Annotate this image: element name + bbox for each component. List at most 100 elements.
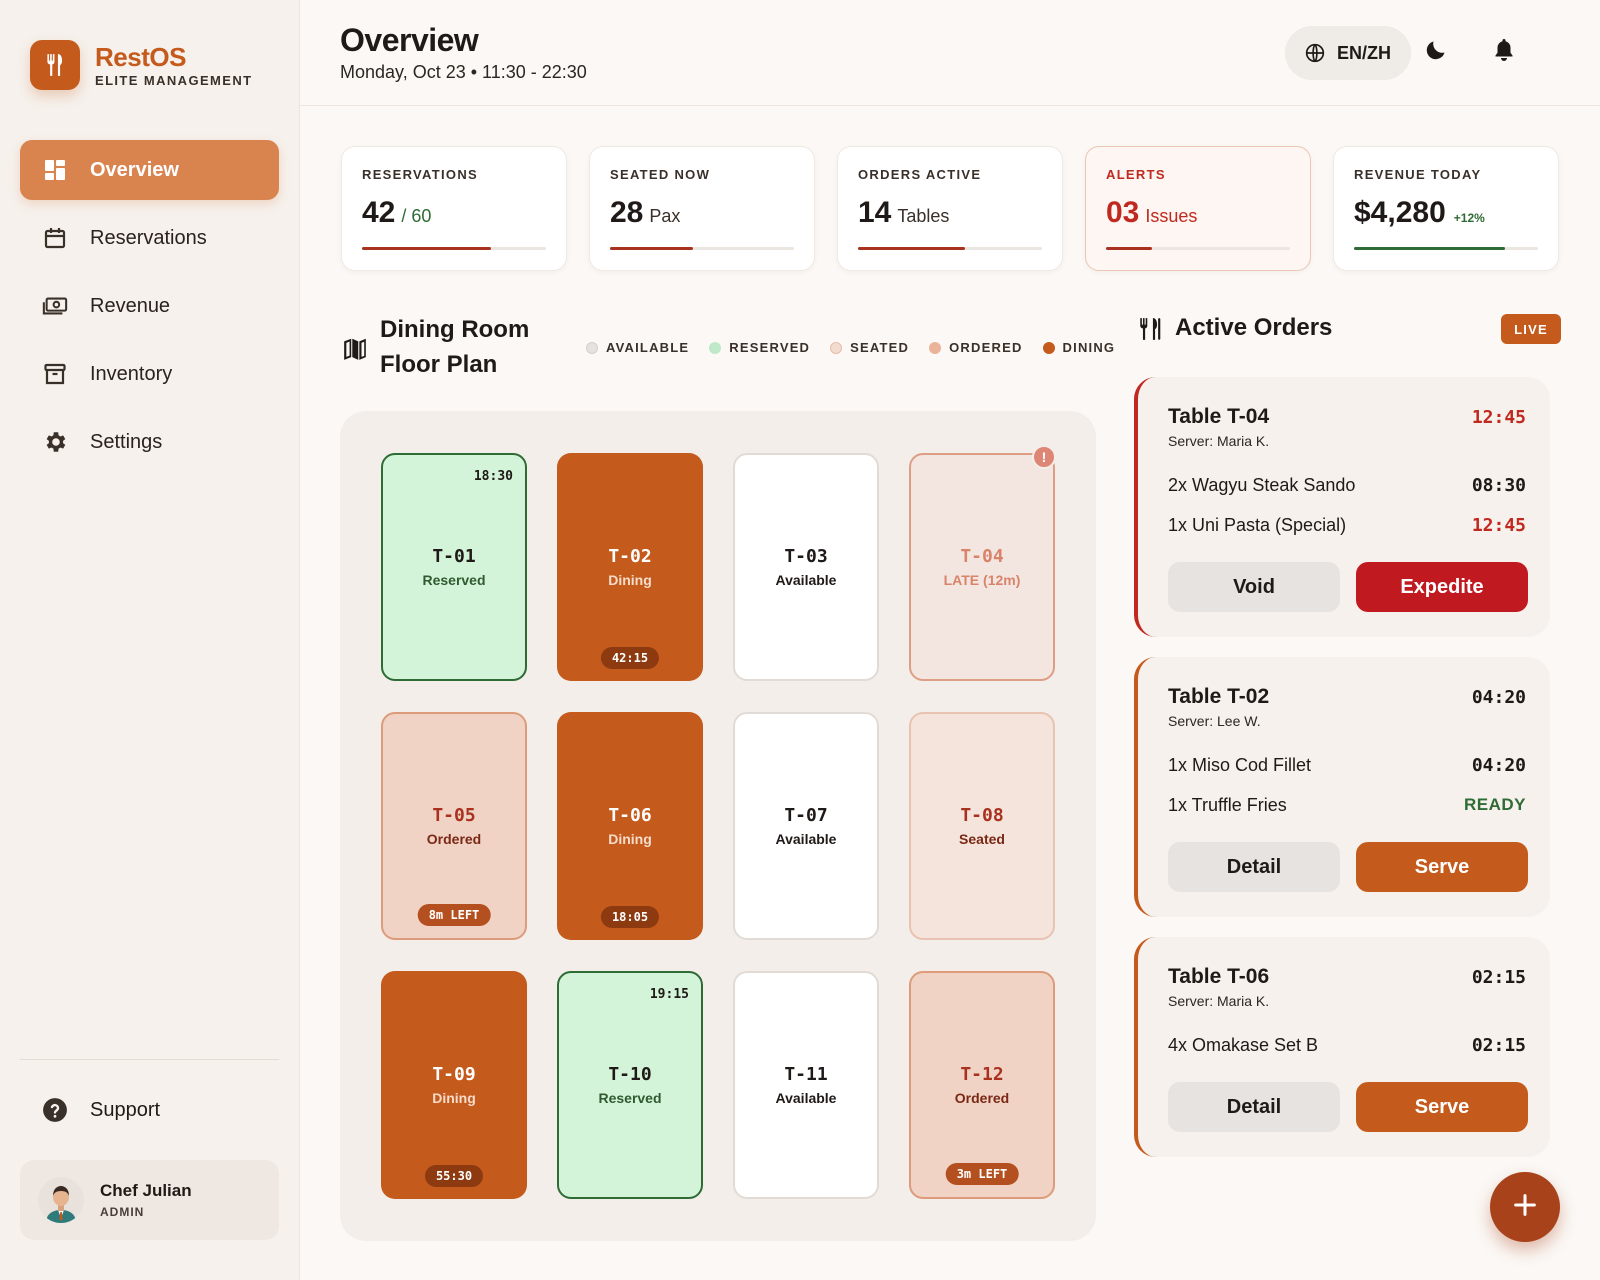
support-label: Support xyxy=(90,1098,161,1121)
sidebar-item-overview[interactable]: Overview xyxy=(20,140,279,200)
stat-card-revenue-today[interactable]: REVENUE TODAY $4,280 +12% xyxy=(1333,146,1559,271)
expedite-button[interactable]: Expedite xyxy=(1356,562,1528,612)
reservation-time: 19:15 xyxy=(649,987,689,1002)
progress-fill xyxy=(362,247,491,250)
stat-card-alerts[interactable]: ALERTS 03 Issues xyxy=(1085,146,1311,271)
table-status: Reserved xyxy=(598,1090,662,1106)
legend-ordered: ORDERED xyxy=(929,340,1022,355)
table-t-01[interactable]: 18:30 T-01 Reserved xyxy=(381,453,527,681)
sidebar-divider xyxy=(20,1059,279,1060)
serve-button[interactable]: Serve xyxy=(1356,842,1528,892)
table-timer: 3m LEFT xyxy=(945,1163,1019,1185)
sidebar-item-label: Overview xyxy=(90,158,179,181)
table-status: Available xyxy=(775,831,837,847)
user-profile[interactable]: Chef Julian ADMIN xyxy=(20,1160,279,1240)
sidebar-item-reservations[interactable]: Reservations xyxy=(20,208,279,268)
line-item-name: 1x Miso Cod Fillet xyxy=(1168,754,1312,775)
line-item-time: 08:30 xyxy=(1471,474,1526,496)
stat-label: REVENUE TODAY xyxy=(1354,167,1482,182)
table-code: T-07 xyxy=(784,805,828,826)
sidebar-item-revenue[interactable]: Revenue xyxy=(20,276,279,336)
brand-name: RestOS xyxy=(95,41,186,72)
legend-reserved: RESERVED xyxy=(709,340,810,355)
brand[interactable]: RestOS ELITE MANAGEMENT xyxy=(30,40,252,90)
table-t-02[interactable]: T-02 Dining 42:15 xyxy=(557,453,703,681)
sidebar-item-settings[interactable]: Settings xyxy=(20,412,279,472)
order-line-item: 1x Truffle Fries READY xyxy=(1168,793,1526,817)
table-t-06[interactable]: T-06 Dining 18:05 xyxy=(557,712,703,940)
page-subtitle: Monday, Oct 23 • 11:30 - 22:30 xyxy=(340,62,587,82)
order-line-item: 1x Uni Pasta (Special) 12:45 xyxy=(1168,513,1526,537)
dark-mode-toggle[interactable] xyxy=(1422,38,1450,66)
serve-button[interactable]: Serve xyxy=(1356,1082,1528,1132)
plus-icon xyxy=(1511,1191,1539,1224)
table-t-09[interactable]: T-09 Dining 55:30 xyxy=(381,971,527,1199)
order-table: Table T-06 xyxy=(1168,965,1270,988)
table-t-08[interactable]: T-08 Seated xyxy=(909,712,1055,940)
sidebar-item-label: Inventory xyxy=(90,362,173,385)
moon-icon xyxy=(1424,38,1448,67)
table-t-03[interactable]: T-03 Available xyxy=(733,453,879,681)
stat-unit: Pax xyxy=(649,206,681,226)
stat-unit: / 60 xyxy=(401,206,432,226)
progress-track xyxy=(1106,247,1290,250)
order-card-t-02[interactable]: Table T-02 Server: Lee W. 04:20 1x Miso … xyxy=(1134,657,1550,917)
stat-card-seated-now[interactable]: SEATED NOW 28 Pax xyxy=(589,146,815,271)
detail-button[interactable]: Detail xyxy=(1168,1082,1340,1132)
table-t-07[interactable]: T-07 Available xyxy=(733,712,879,940)
table-t-04[interactable]: ! T-04 LATE (12m) xyxy=(909,445,1056,681)
dashboard-icon xyxy=(42,157,68,183)
table-t-10[interactable]: 19:15 T-10 Reserved xyxy=(557,971,703,1199)
sidebar-item-inventory[interactable]: Inventory xyxy=(20,344,279,404)
active-orders-title: Active Orders xyxy=(1175,314,1333,341)
table-status: Available xyxy=(775,572,837,588)
sidebar-nav: Overview Reservations Revenue Inventory … xyxy=(20,140,279,480)
order-card-t-06[interactable]: Table T-06 Server: Maria K. 02:15 4x Oma… xyxy=(1134,937,1550,1157)
table-code: T-01 xyxy=(432,546,476,567)
line-item-time: 12:45 xyxy=(1471,514,1526,536)
gear-icon xyxy=(42,429,68,455)
utensils-icon xyxy=(1137,316,1163,347)
stat-card-reservations[interactable]: RESERVATIONS 42 / 60 xyxy=(341,146,567,271)
order-server: Server: Maria K. xyxy=(1168,433,1270,449)
help-circle-icon xyxy=(42,1097,68,1123)
table-t-05[interactable]: T-05 Ordered 8m LEFT xyxy=(381,712,527,940)
notifications-button[interactable] xyxy=(1490,38,1518,66)
alert-badge: ! xyxy=(1032,445,1056,469)
legend-available: AVAILABLE xyxy=(586,340,689,355)
stat-value: 03 xyxy=(1106,196,1140,229)
table-status: Available xyxy=(775,1090,837,1106)
order-elapsed-time: 04:20 xyxy=(1471,687,1526,708)
page-title: Overview xyxy=(340,22,479,58)
map-icon xyxy=(342,336,368,367)
stat-card-orders-active[interactable]: ORDERS ACTIVE 14 Tables xyxy=(837,146,1063,271)
add-button[interactable] xyxy=(1490,1172,1560,1242)
language-toggle-button[interactable]: EN/ZH xyxy=(1285,26,1411,80)
floor-plan-title: Dining Room Floor Plan xyxy=(380,316,530,378)
sidebar-item-support[interactable]: Support xyxy=(20,1080,279,1140)
progress-track xyxy=(610,247,794,250)
stat-unit: Tables xyxy=(897,206,950,226)
line-item-name: 2x Wagyu Steak Sando xyxy=(1168,474,1356,495)
order-card-t-04[interactable]: Table T-04 Server: Maria K. 12:45 2x Wag… xyxy=(1134,377,1550,637)
stat-value: $4,280 xyxy=(1354,196,1446,229)
progress-fill xyxy=(1106,247,1152,250)
legend-seated: SEATED xyxy=(830,340,909,355)
table-t-11[interactable]: T-11 Available xyxy=(733,971,879,1199)
table-status: Dining xyxy=(608,572,652,588)
order-server: Server: Lee W. xyxy=(1168,713,1261,729)
table-status: Dining xyxy=(608,831,652,847)
table-status: LATE (12m) xyxy=(943,572,1021,588)
table-code: T-09 xyxy=(432,1064,476,1085)
void-button[interactable]: Void xyxy=(1168,562,1340,612)
sidebar-item-label: Revenue xyxy=(90,294,171,317)
progress-fill xyxy=(858,247,965,250)
detail-button[interactable]: Detail xyxy=(1168,842,1340,892)
reservation-time: 18:30 xyxy=(473,469,513,484)
line-item-name: 1x Uni Pasta (Special) xyxy=(1168,514,1347,535)
table-t-12[interactable]: T-12 Ordered 3m LEFT xyxy=(909,971,1055,1199)
user-role: ADMIN xyxy=(100,1205,145,1219)
table-code: T-05 xyxy=(432,805,476,826)
table-code: T-11 xyxy=(784,1064,828,1085)
table-status: Seated xyxy=(959,831,1005,847)
